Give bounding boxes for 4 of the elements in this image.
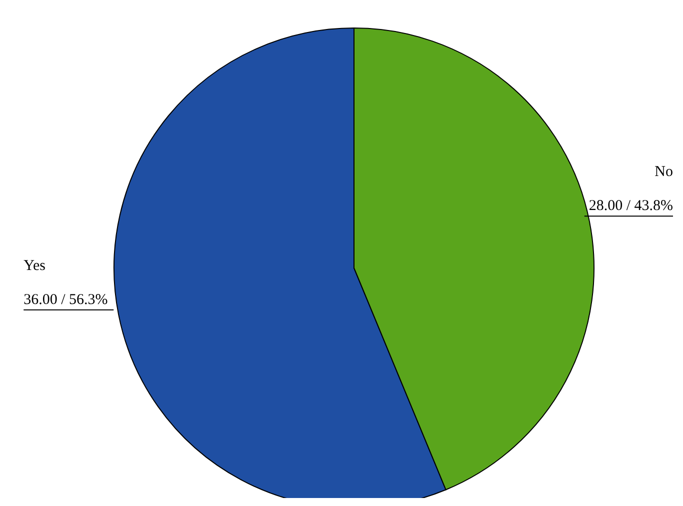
slice-label: Yes xyxy=(24,258,46,274)
data-label: 28.00 / 43.8% xyxy=(588,198,673,214)
data-label: 36.00 / 56.3% xyxy=(24,292,108,308)
slice-label: No xyxy=(654,164,673,180)
